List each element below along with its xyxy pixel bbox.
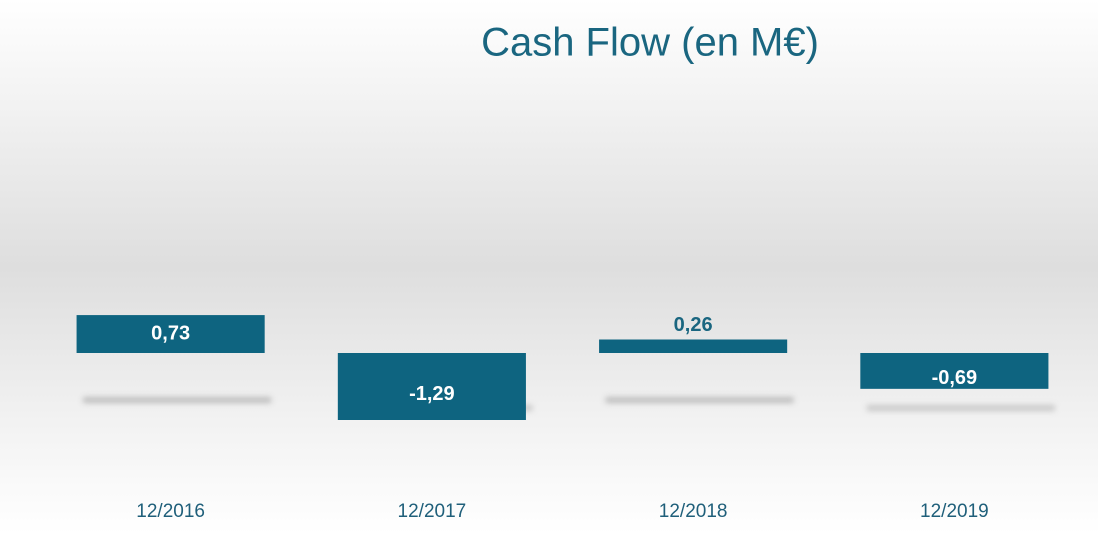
bar xyxy=(860,353,1049,389)
bar-shadow xyxy=(866,405,1055,411)
x-tick-label: 12/2018 xyxy=(659,501,728,522)
data-label: 0,26 xyxy=(674,314,713,336)
bar-shadow xyxy=(605,397,794,403)
bar xyxy=(337,353,526,420)
bar xyxy=(76,315,265,353)
data-label: 0,73 xyxy=(151,322,190,344)
data-label: -1,29 xyxy=(409,383,455,405)
x-tick-label: 12/2016 xyxy=(136,501,205,522)
chart-title: Cash Flow (en M€) xyxy=(481,21,819,65)
bar-shadow xyxy=(83,397,272,403)
bar xyxy=(599,339,788,353)
x-tick-label: 12/2019 xyxy=(920,501,989,522)
x-tick-label: 12/2017 xyxy=(398,501,467,522)
data-label: -0,69 xyxy=(932,367,978,389)
